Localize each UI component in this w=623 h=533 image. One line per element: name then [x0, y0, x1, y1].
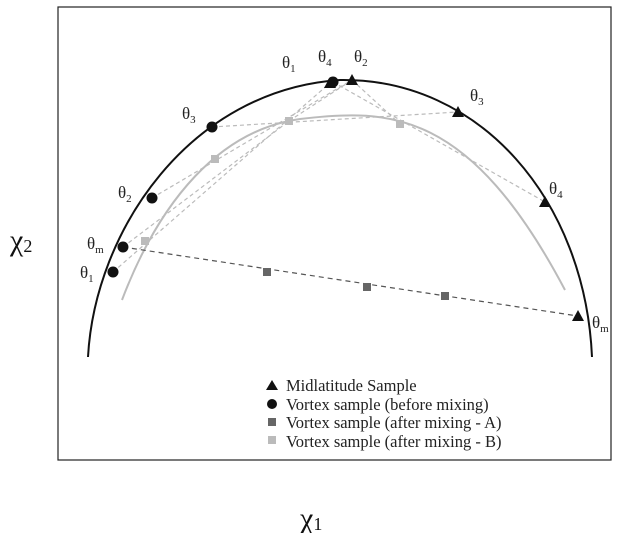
- mixing-curve-gray: [121, 114, 566, 301]
- theta-label: θ3: [182, 104, 196, 126]
- theta-label: θ1: [282, 53, 296, 75]
- axis-subscript: 1: [313, 514, 322, 533]
- x-axis-label: χ1: [299, 502, 322, 533]
- mixing-curve-black: [87, 78, 593, 358]
- theta-symbol: θ: [470, 86, 478, 105]
- theta-subscript: 2: [362, 57, 368, 69]
- theta-label: θ1: [80, 263, 94, 285]
- after-mixing-b-points: [141, 117, 404, 245]
- theta-label: θ4: [549, 179, 563, 201]
- vortex-points: [107, 76, 339, 278]
- legend-label: Midlatitude Sample: [286, 376, 417, 395]
- theta-symbol: θ: [318, 47, 326, 66]
- theta-subscript: 2: [126, 193, 132, 205]
- legend-marker: [266, 380, 278, 390]
- frame: [57, 6, 612, 461]
- theta-subscript: 1: [88, 273, 94, 285]
- legend-label: Vortex sample (before mixing): [286, 395, 489, 414]
- theta-subscript: 1: [290, 63, 296, 75]
- theta-subscript: 3: [478, 96, 484, 108]
- theta-label: θ2: [118, 183, 132, 205]
- theta-symbol: θ: [282, 53, 290, 72]
- theta-symbol: θ: [80, 263, 88, 282]
- legend-marker: [268, 436, 276, 444]
- y-axis-label: χ2: [9, 224, 32, 257]
- mixing-lines-b: [112, 79, 546, 273]
- theta-subscript: 3: [190, 114, 196, 126]
- theta-symbol: θ: [118, 183, 126, 202]
- legend-marker: [267, 399, 277, 409]
- theta-label: θ2: [354, 47, 368, 69]
- theta-subscript: m: [600, 323, 609, 335]
- axis-symbol: χ: [299, 502, 314, 533]
- theta-symbol: θ: [182, 104, 190, 123]
- axis-subscript: 2: [23, 236, 32, 256]
- theta-label: θ3: [470, 86, 484, 108]
- theta-subscript: 4: [557, 189, 563, 201]
- legend-label: Vortex sample (after mixing - A): [286, 413, 502, 432]
- theta-symbol: θ: [592, 313, 600, 332]
- theta-subscript: m: [95, 244, 104, 256]
- theta-symbol: θ: [354, 47, 362, 66]
- theta-symbol: θ: [87, 234, 95, 253]
- theta-label: θm: [592, 313, 609, 335]
- theta-label: θm: [87, 234, 104, 256]
- after-mixing-a-points: [263, 268, 449, 300]
- legend-marker: [268, 418, 276, 426]
- legend-label: Vortex sample (after mixing - B): [286, 432, 502, 451]
- theta-symbol: θ: [549, 179, 557, 198]
- theta-label: θ4: [318, 47, 332, 69]
- axis-symbol: χ: [9, 224, 24, 257]
- legend: Midlatitude Sample Vortex sample (before…: [266, 376, 502, 451]
- mixing-line-a: [122, 246, 579, 317]
- theta-subscript: 4: [326, 57, 332, 69]
